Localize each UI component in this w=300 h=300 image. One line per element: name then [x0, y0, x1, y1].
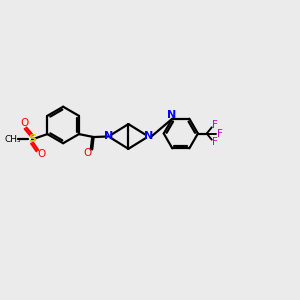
Text: N: N	[104, 131, 113, 141]
Text: O: O	[20, 118, 28, 128]
Text: F: F	[212, 137, 218, 147]
Text: N: N	[167, 110, 176, 120]
Text: F: F	[212, 120, 218, 130]
Text: S: S	[28, 134, 36, 144]
Text: N: N	[144, 131, 153, 141]
Text: O: O	[38, 149, 46, 159]
Text: CH₃: CH₃	[4, 135, 21, 144]
Text: F: F	[217, 128, 223, 139]
Text: O: O	[83, 148, 92, 158]
